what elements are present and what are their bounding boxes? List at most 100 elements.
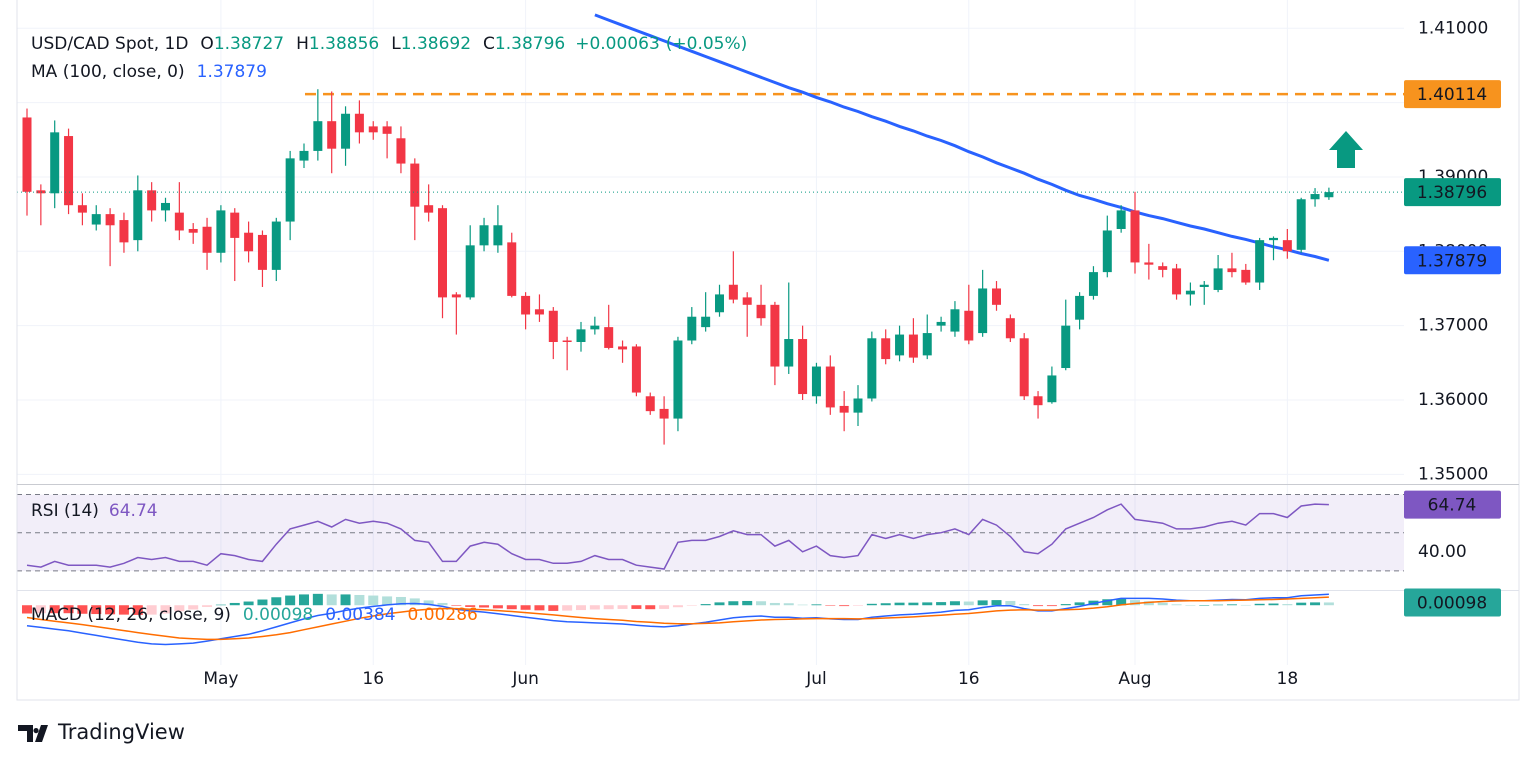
histogram-bar [949,601,960,606]
candle-body [1172,268,1182,295]
rsi-legend: RSI (14) 64.74 [31,501,158,521]
last-price-badge: 1.38796 [1417,183,1487,203]
candle-body [285,158,295,222]
up-arrow [1329,131,1363,168]
candle-body [908,334,918,358]
rsi-badge-bg [1404,490,1501,519]
histogram-bar [742,600,753,606]
histogram-bar [35,605,46,614]
candle-body [728,284,738,300]
histogram-bar [936,602,947,606]
histogram-bar [922,602,933,606]
histogram-bar [1116,598,1127,606]
histogram-bar [548,605,559,611]
candle-body [77,205,87,213]
rsi-pane [17,494,1404,572]
candle-body [105,214,115,226]
histogram-bar [880,603,891,606]
candle-body [147,190,157,211]
rsi-badge: 64.74 [1428,496,1477,516]
candle-body [992,288,1001,305]
histogram-bar [506,605,517,610]
candle-body [479,225,489,246]
ma-legend: MA (100, close, 0) 1.37879 [31,62,267,82]
histogram-bar [589,605,600,610]
histogram-bar [520,605,531,610]
histogram-bar [479,605,490,608]
ma-value: 1.37879 [197,62,267,82]
histogram-bar [1074,602,1085,606]
histogram-bar [797,604,808,606]
ma-badge-bg [1404,246,1501,275]
candle-body [659,408,669,419]
candle-body [493,225,503,246]
candle-body [1282,240,1292,252]
histogram-bar [257,599,268,606]
x-tick-label: Jul [805,669,827,689]
histogram-bar [326,594,337,606]
candle-body [631,346,641,393]
candle-body [1185,290,1195,295]
histogram-bar [271,597,282,606]
histogram-bar [1060,604,1071,606]
histogram-bar [105,605,116,615]
level-badge: 1.40114 [1417,85,1487,105]
histogram-bar [146,605,157,615]
candle-body [590,325,600,330]
open-value: 1.38727 [214,34,284,54]
candle-body [936,321,946,326]
ohlc-letter: L [391,34,401,54]
histogram-bar [285,595,296,606]
histogram-bar [631,605,642,609]
histogram-bar [77,605,88,614]
candle-body [1241,269,1251,283]
macd-badge: 0.00098 [1417,593,1487,613]
candle-body [867,338,877,399]
ohlc-letter: C [483,34,495,54]
histogram-bar [1296,602,1307,606]
y-tick-label: 1.35000 [1418,464,1488,484]
histogram-bar [63,605,74,614]
histogram-bar [686,605,697,606]
candle-body [368,126,378,133]
histogram-bar [894,602,905,606]
histogram-bar [1254,603,1265,606]
histogram-bar [853,605,863,606]
frame [16,0,1520,701]
candle-body [36,190,46,194]
close-value: 1.38796 [495,34,565,54]
histogram-bar [1046,605,1057,607]
histogram-bar [825,605,836,606]
histogram-bar [368,595,379,606]
candle-body [161,202,170,211]
histogram-bar [465,605,476,607]
candle-body [244,232,254,252]
histogram-value: 0.00098 [243,605,313,625]
histogram-bar [1323,602,1334,606]
histogram-bar [1240,604,1251,606]
signal-line [26,596,1329,641]
ma-badge: 1.37879 [1417,251,1487,271]
candle-body [133,190,143,241]
candle-body [811,366,821,397]
macd-badge-bg [1404,588,1501,617]
candle-body [1296,199,1306,250]
arrow-head [1329,131,1363,150]
candle-body [895,334,905,356]
histogram-bar [299,594,309,606]
x-tick-label: 16 [362,669,384,689]
histogram-bar [354,594,365,606]
candle-body [964,310,974,341]
candle-body [1047,375,1057,403]
candle-body [341,113,351,149]
candle-body [91,214,101,225]
candle-body [257,234,267,270]
histogram-bar [617,605,628,609]
candle-body [174,212,184,231]
candle-body [299,150,309,161]
brand: TradingView [18,720,185,744]
candle-body [1213,268,1223,290]
x-tick-label: May [203,669,238,689]
histogram-bar [783,603,794,606]
candle-body [1310,194,1320,200]
